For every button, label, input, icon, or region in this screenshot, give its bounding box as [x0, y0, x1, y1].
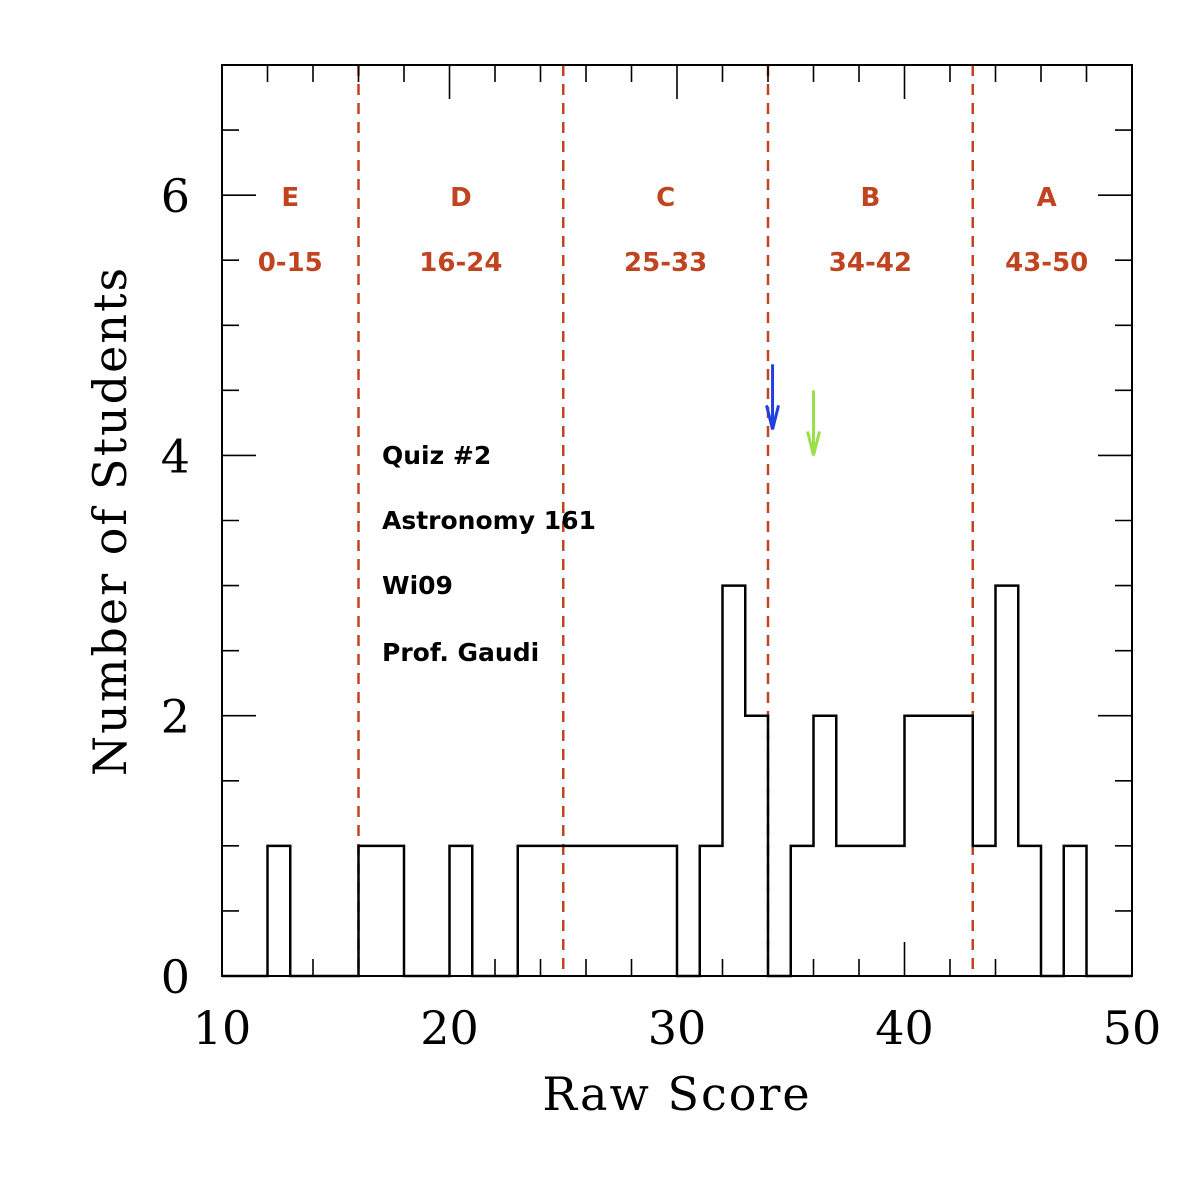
score-arrow [806, 390, 821, 456]
score-markers [765, 364, 821, 456]
y-tick-label: 2 [161, 690, 190, 744]
grade-range: 0-15 [258, 248, 323, 278]
grade-letter: D [450, 183, 472, 213]
x-tick-label: 20 [420, 1001, 479, 1055]
grade-letter: C [656, 183, 675, 213]
x-tick-label: 30 [648, 1001, 707, 1055]
x-axis-title: Raw Score [542, 1067, 811, 1121]
y-axis-title: Number of Students [83, 266, 137, 776]
quiz-info-line: Quiz #2 [382, 441, 491, 470]
grade-letter: E [281, 183, 299, 213]
plot-frame [221, 64, 1133, 977]
x-tick-label: 50 [1103, 1001, 1162, 1055]
grade-letter: B [860, 183, 880, 213]
quiz-info-line: Astronomy 161 [382, 506, 596, 535]
x-tick-label: 10 [193, 1001, 252, 1055]
grade-letter: A [1037, 183, 1057, 213]
grade-range: 43-50 [1005, 248, 1088, 278]
x-tick-label: 40 [875, 1001, 934, 1055]
histogram-bars [222, 584, 1132, 978]
grade-range: 34-42 [829, 248, 912, 278]
y-tick-label: 6 [161, 169, 190, 223]
histogram-outline [222, 584, 1132, 978]
y-tick-label: 0 [161, 950, 190, 1004]
score-arrow [765, 364, 781, 430]
tick-labels: 10 20 30 40 50 0 2 4 6 [161, 169, 1162, 1055]
grade-range: 16-24 [419, 248, 502, 278]
y-tick-label: 4 [161, 429, 190, 483]
grade-labels: E 0-15 D 16-24 C 25-33 B 34-42 A 43-50 [258, 183, 1089, 278]
grade-range: 25-33 [624, 248, 707, 278]
quiz-info-line: Wi09 [382, 571, 453, 600]
quiz-info-block: Quiz #2 Astronomy 161 Wi09 Prof. Gaudi [382, 441, 596, 667]
quiz-info-line: Prof. Gaudi [382, 638, 539, 667]
